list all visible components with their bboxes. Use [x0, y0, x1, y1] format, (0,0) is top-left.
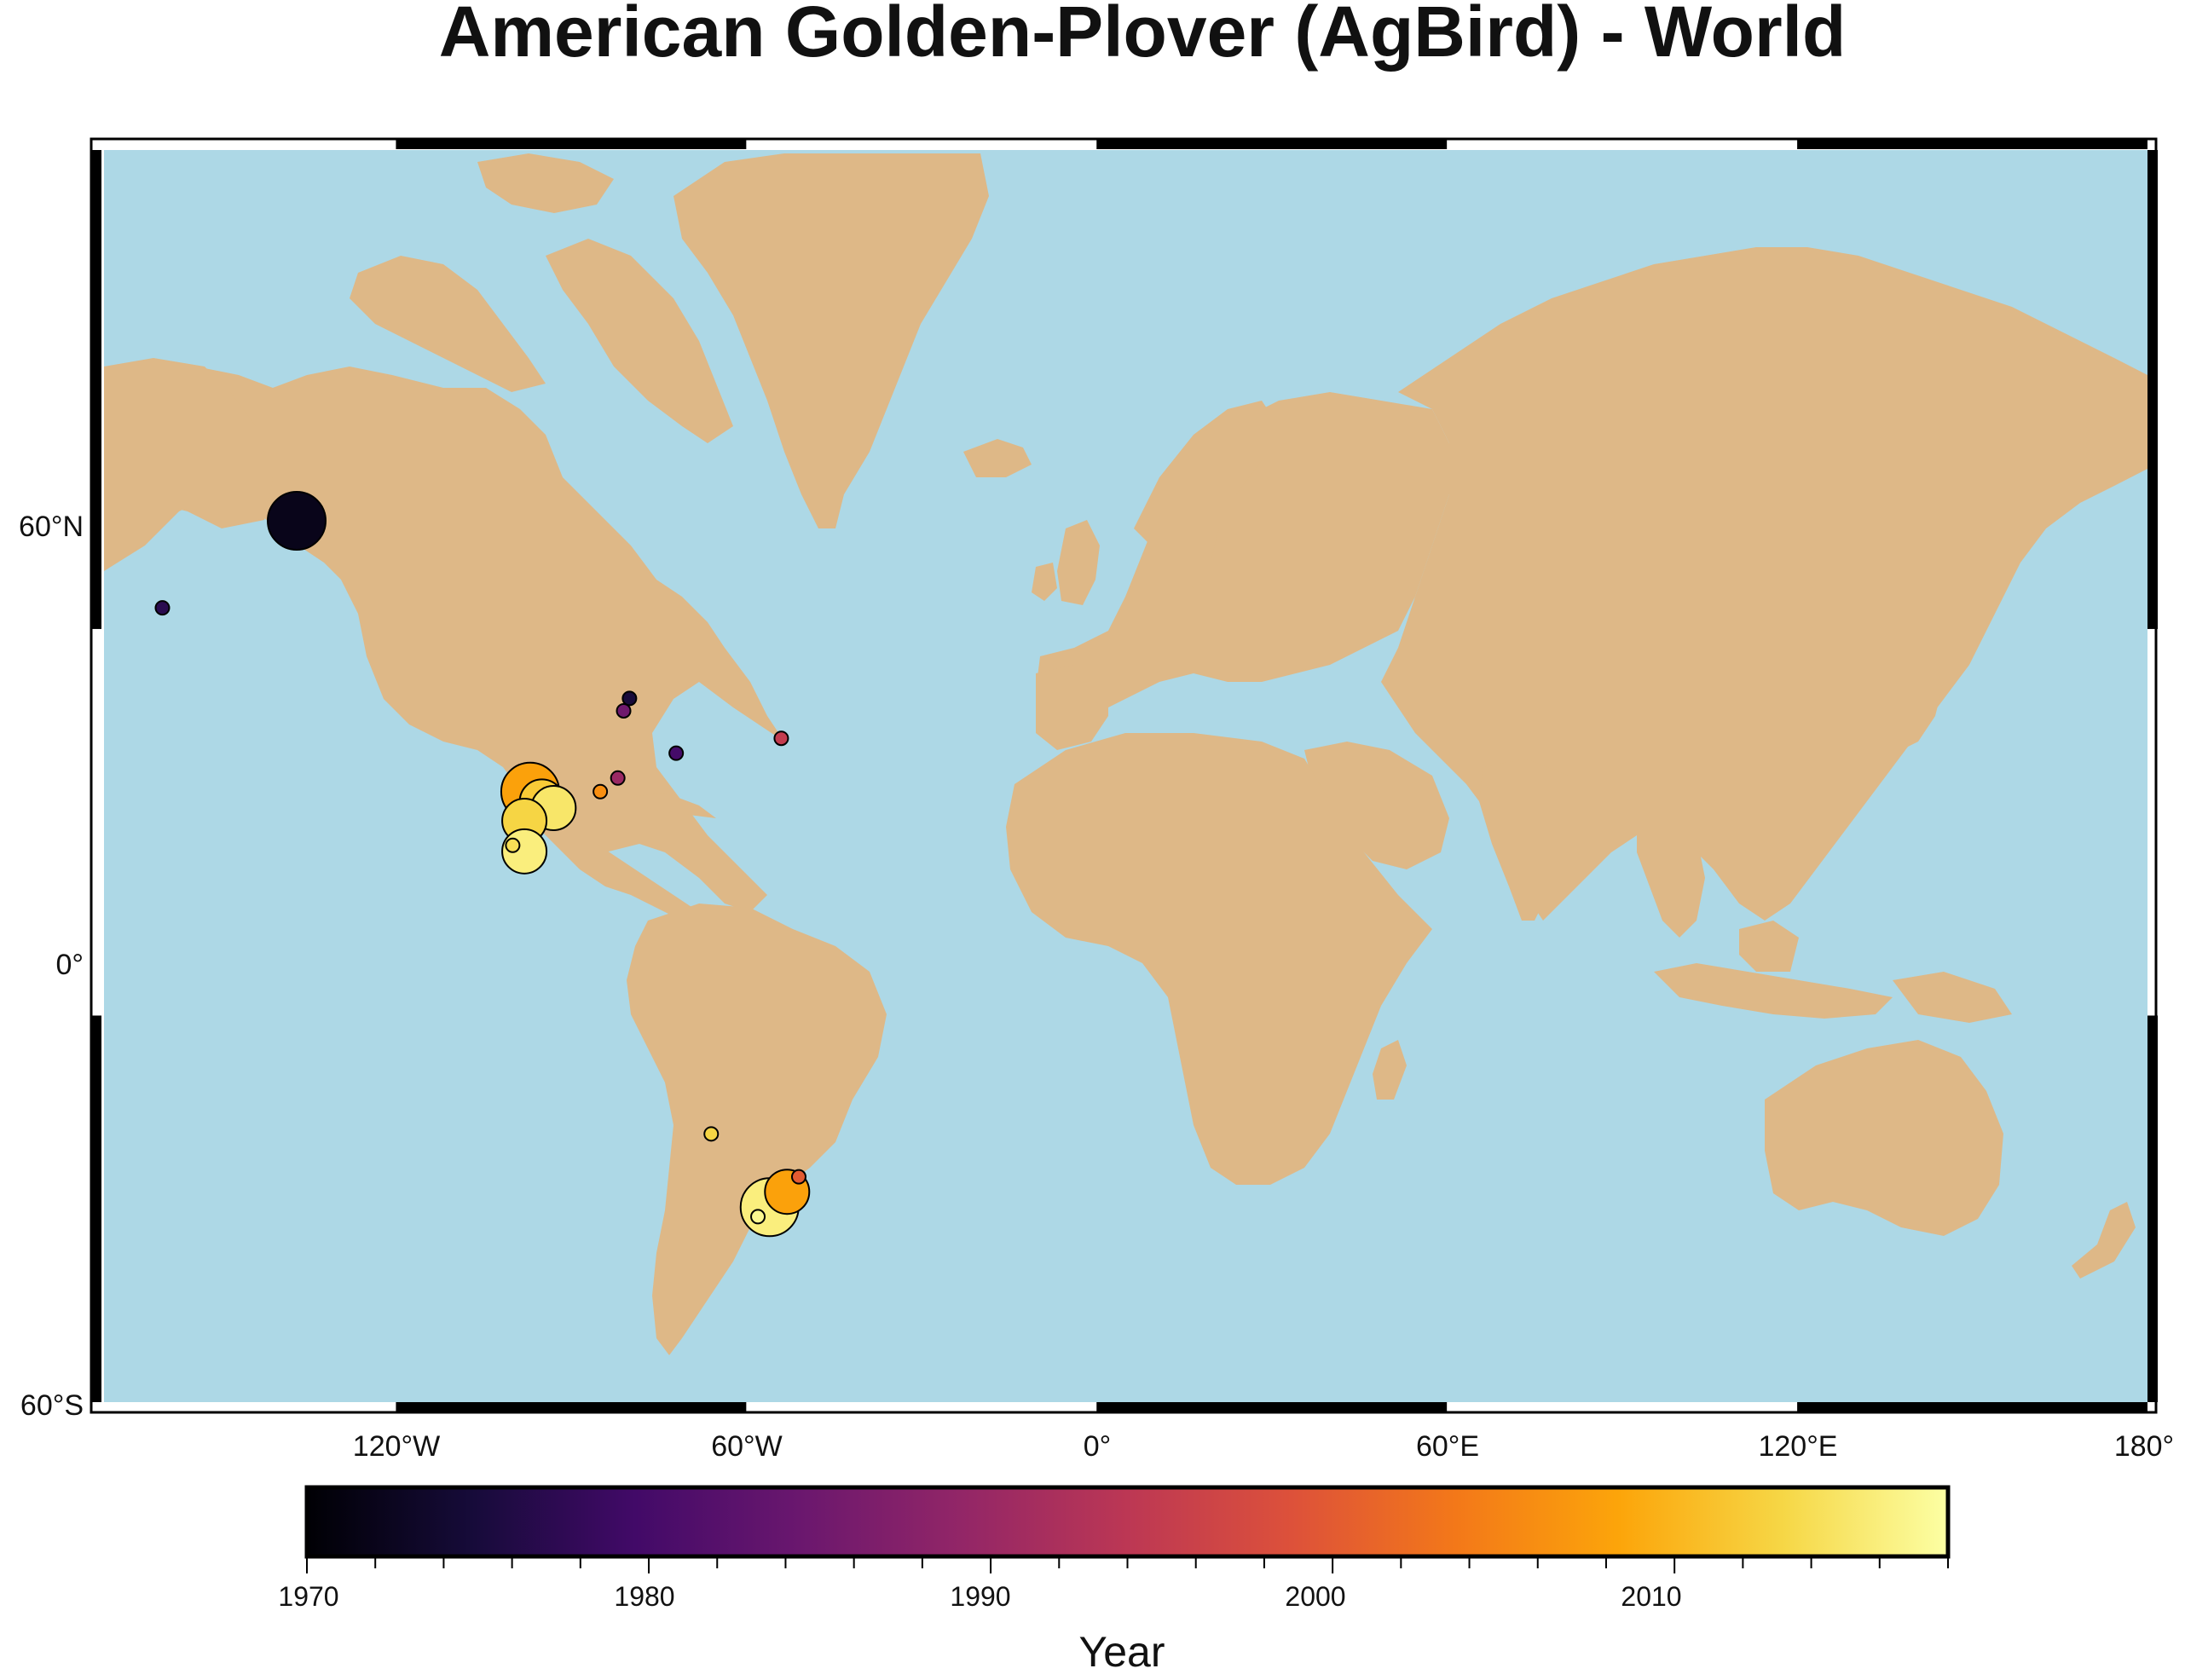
greenland-land — [673, 153, 989, 528]
occurrence-point — [668, 745, 685, 761]
occurrence-point — [703, 1126, 720, 1142]
x-tick-label: 0° — [1084, 1430, 1112, 1463]
indochina-land — [1637, 810, 1705, 938]
cuba-land — [631, 793, 716, 818]
australia-land — [1765, 1040, 2003, 1236]
x-tick-label: 120°W — [353, 1430, 440, 1463]
india-land — [1479, 759, 1586, 921]
central-america-land — [529, 801, 733, 929]
arctic-archipelago-land — [350, 256, 546, 392]
map-title: American Golden-Plover (AgBird) - World — [439, 0, 1847, 72]
south-america-land — [627, 904, 887, 1355]
japan-land — [1893, 665, 1944, 750]
occurrence-point — [621, 690, 638, 707]
frame-bar-top — [1096, 139, 1448, 149]
colorbar-tick-label: 2010 — [1621, 1581, 1681, 1612]
frame-bar-right — [2147, 150, 2158, 629]
new-zealand-land — [2072, 1202, 2136, 1279]
occurrence-point — [154, 600, 171, 616]
great-britain-land — [1057, 520, 1100, 605]
colorbar-tick-label: 1970 — [278, 1581, 338, 1612]
colorbar-tick-labels: 1970 1980 1990 2000 2010 — [278, 1581, 1681, 1612]
colorbar-tick-label: 1990 — [950, 1581, 1010, 1612]
frame-bar-top — [1797, 139, 2147, 149]
frame-bar-right — [2147, 1015, 2158, 1402]
x-tick-label: 60°E — [1416, 1430, 1479, 1463]
colorbar-tick-label: 2000 — [1285, 1581, 1345, 1612]
europe-land — [1036, 392, 1449, 733]
arabia-land — [1304, 742, 1449, 869]
frame-bar-bottom — [396, 1402, 747, 1412]
frame-ticks — [91, 139, 2158, 1412]
x-axis-labels: 120°W 60°W 0° 60°E 120°E 180° — [353, 1430, 2174, 1463]
indonesia-land — [1654, 963, 1893, 1019]
x-tick-label: 120°E — [1758, 1430, 1837, 1463]
occurrence-point — [592, 783, 609, 800]
scandinavia-land — [1134, 401, 1279, 588]
ellesmere-island-land — [477, 153, 614, 213]
occurrence-point — [610, 770, 626, 786]
occurrence-point — [750, 1209, 766, 1225]
y-tick-label: 60°S — [20, 1389, 84, 1422]
madagascar-land — [1373, 1040, 1407, 1100]
asia-land — [1381, 247, 2147, 921]
frame-bar-bottom — [1096, 1402, 1448, 1412]
ireland-land — [1032, 563, 1057, 601]
y-tick-label: 0° — [55, 949, 84, 981]
iceland-land — [963, 439, 1032, 477]
colorbar-tick-label: 1980 — [614, 1581, 674, 1612]
occurrence-point — [267, 490, 327, 551]
y-axis-labels: 60°N 0° 60°S — [19, 511, 84, 1422]
frame-bar-left — [91, 150, 101, 629]
occurrence-points — [154, 490, 811, 1238]
africa-land — [1006, 733, 1432, 1185]
colorbar — [304, 1485, 1951, 1559]
occurrence-point — [616, 702, 632, 719]
occurrence-point — [790, 1169, 806, 1185]
frame-bar-bottom — [1797, 1402, 2147, 1412]
borneo-land — [1739, 921, 1799, 972]
frame-bar-left — [91, 1015, 101, 1402]
occurrence-point — [505, 837, 521, 853]
alaska-land — [104, 358, 273, 528]
frame-bar-top — [396, 139, 747, 149]
y-tick-label: 60°N — [19, 511, 84, 543]
occurrence-point — [773, 730, 789, 747]
colorbar-label: Year — [1078, 1628, 1165, 1676]
iberia-land — [1036, 665, 1108, 750]
new-guinea-land — [1893, 972, 2012, 1023]
x-tick-label: 180° — [2114, 1430, 2174, 1463]
x-tick-label: 60°W — [711, 1430, 783, 1463]
colorbar-ticks — [306, 1558, 1949, 1573]
baffin-island-land — [546, 239, 733, 443]
